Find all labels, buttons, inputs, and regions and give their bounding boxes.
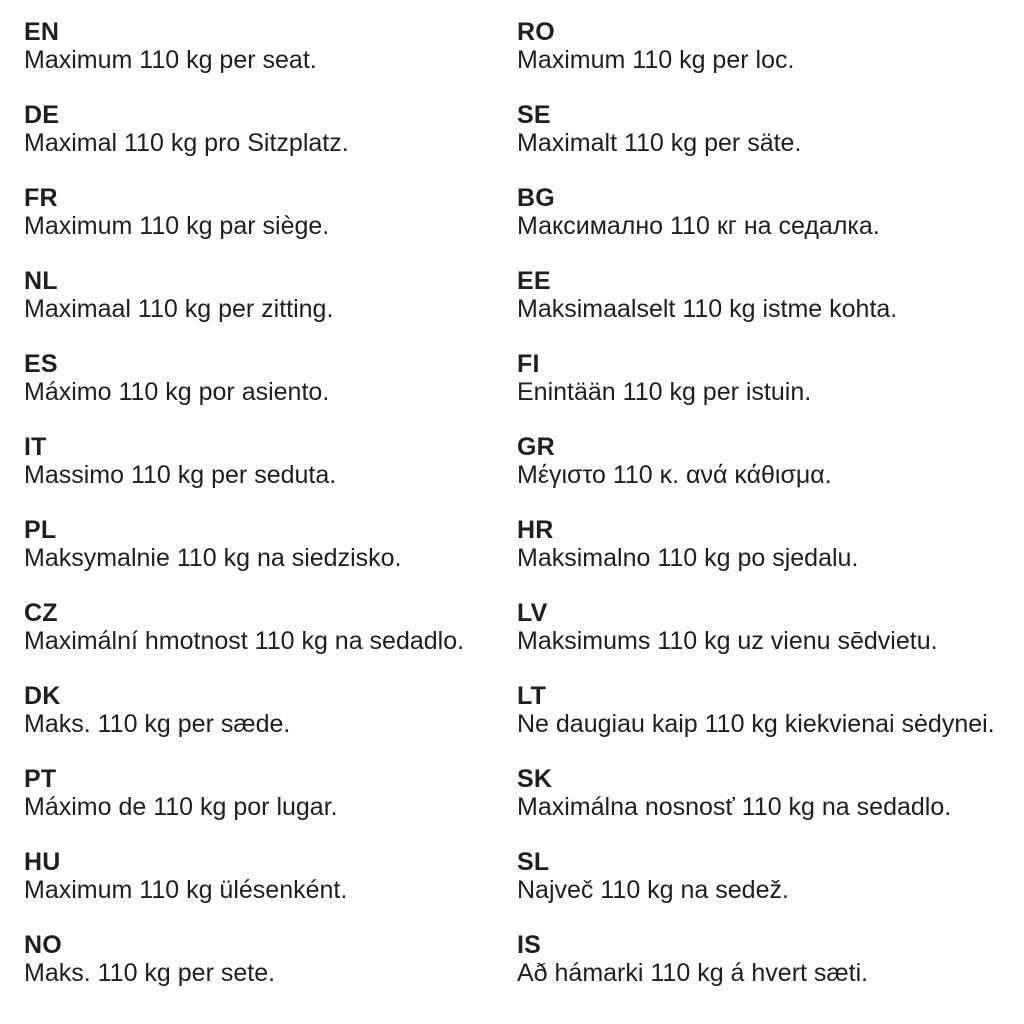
translation-text: Maximum 110 kg ülésenként. bbox=[24, 876, 348, 904]
translation-text: Maksymalnie 110 kg na siedzisko. bbox=[24, 544, 402, 572]
translation-text: Maximum 110 kg per seat. bbox=[24, 46, 317, 74]
language-entry-lv: LV Maksimums 110 kg uz vienu sēdvietu. bbox=[517, 599, 1024, 655]
language-entry-hu: HU Maximum 110 kg ülésenként. bbox=[24, 848, 517, 904]
language-entry-is: IS Að hámarki 110 kg á hvert sæti. bbox=[517, 931, 1024, 987]
translation-text: Maximální hmotnost 110 kg na sedadlo. bbox=[24, 627, 465, 655]
translation-text: Maksimalno 110 kg po sjedalu. bbox=[517, 544, 859, 572]
language-code: PT bbox=[24, 765, 57, 793]
translation-text: Að hámarki 110 kg á hvert sæti. bbox=[517, 959, 869, 987]
language-entry-nl: NL Maximaal 110 kg per zitting. bbox=[24, 267, 517, 323]
translation-text: Maximalt 110 kg per säte. bbox=[517, 129, 802, 157]
translation-text: Maximal 110 kg pro Sitzplatz. bbox=[24, 129, 349, 157]
language-code: GR bbox=[517, 433, 555, 461]
language-entry-bg: BG Максимално 110 кг на седалка. bbox=[517, 184, 1024, 240]
language-code: PL bbox=[24, 516, 57, 544]
language-code: RO bbox=[517, 18, 555, 46]
language-code: FI bbox=[517, 350, 540, 378]
language-entry-fi: FI Enintään 110 kg per istuin. bbox=[517, 350, 1024, 406]
language-entry-pt: PT Máximo de 110 kg por lugar. bbox=[24, 765, 517, 821]
language-code: ES bbox=[24, 350, 58, 378]
language-entry-fr: FR Maximum 110 kg par siège. bbox=[24, 184, 517, 240]
language-code: DK bbox=[24, 682, 61, 710]
language-code: HR bbox=[517, 516, 554, 544]
translation-text: Maksimaalselt 110 kg istme kohta. bbox=[517, 295, 898, 323]
translation-text: Massimo 110 kg per seduta. bbox=[24, 461, 337, 489]
translation-text: Enintään 110 kg per istuin. bbox=[517, 378, 812, 406]
language-entry-ro: RO Maximum 110 kg per loc. bbox=[517, 18, 1024, 74]
language-code: HU bbox=[24, 848, 61, 876]
translation-text: Največ 110 kg na sedež. bbox=[517, 876, 789, 904]
language-code: SE bbox=[517, 101, 551, 129]
language-code: LV bbox=[517, 599, 548, 627]
language-code: IT bbox=[24, 433, 47, 461]
language-entry-no: NO Maks. 110 kg per sete. bbox=[24, 931, 517, 987]
translation-text: Максимално 110 кг на седалка. bbox=[517, 212, 880, 240]
language-code: DE bbox=[24, 101, 60, 129]
right-column: RO Maximum 110 kg per loc. SE Maximalt 1… bbox=[517, 18, 1024, 1024]
language-code: IS bbox=[517, 931, 542, 959]
translation-text: Maximum 110 kg par siège. bbox=[24, 212, 330, 240]
translation-text: Maximaal 110 kg per zitting. bbox=[24, 295, 334, 323]
language-entry-it: IT Massimo 110 kg per seduta. bbox=[24, 433, 517, 489]
left-column: EN Maximum 110 kg per seat. DE Maximal 1… bbox=[24, 18, 517, 1024]
language-code: FR bbox=[24, 184, 58, 212]
translation-text: Máximo 110 kg por asiento. bbox=[24, 378, 330, 406]
language-entry-gr: GR Μέγιστο 110 κ. ανά κάθισμα. bbox=[517, 433, 1024, 489]
language-entry-hr: HR Maksimalno 110 kg po sjedalu. bbox=[517, 516, 1024, 572]
language-code: NL bbox=[24, 267, 58, 295]
language-entry-lt: LT Ne daugiau kaip 110 kg kiekvienai sėd… bbox=[517, 682, 1024, 738]
language-code: NO bbox=[24, 931, 62, 959]
translation-text: Máximo de 110 kg por lugar. bbox=[24, 793, 338, 821]
language-code: LT bbox=[517, 682, 547, 710]
translation-text: Μέγιστο 110 κ. ανά κάθισμα. bbox=[517, 461, 832, 489]
language-code: SL bbox=[517, 848, 550, 876]
language-code: CZ bbox=[24, 599, 58, 627]
language-entry-se: SE Maximalt 110 kg per säte. bbox=[517, 101, 1024, 157]
language-entry-dk: DK Maks. 110 kg per sæde. bbox=[24, 682, 517, 738]
language-entry-ee: EE Maksimaalselt 110 kg istme kohta. bbox=[517, 267, 1024, 323]
language-code: BG bbox=[517, 184, 555, 212]
language-code: SK bbox=[517, 765, 553, 793]
translation-text: Maks. 110 kg per sete. bbox=[24, 959, 276, 987]
language-entry-sl: SL Največ 110 kg na sedež. bbox=[517, 848, 1024, 904]
translation-text: Maksimums 110 kg uz vienu sēdvietu. bbox=[517, 627, 938, 655]
language-entry-de: DE Maximal 110 kg pro Sitzplatz. bbox=[24, 101, 517, 157]
translation-text: Maximálna nosnosť 110 kg na sedadlo. bbox=[517, 793, 952, 821]
language-entry-es: ES Máximo 110 kg por asiento. bbox=[24, 350, 517, 406]
translation-text: Maximum 110 kg per loc. bbox=[517, 46, 795, 74]
translation-text: Maks. 110 kg per sæde. bbox=[24, 710, 291, 738]
language-entry-cz: CZ Maximální hmotnost 110 kg na sedadlo. bbox=[24, 599, 517, 655]
language-entry-pl: PL Maksymalnie 110 kg na siedzisko. bbox=[24, 516, 517, 572]
translation-text: Ne daugiau kaip 110 kg kiekvienai sėdyne… bbox=[517, 710, 995, 738]
language-entry-sk: SK Maximálna nosnosť 110 kg na sedadlo. bbox=[517, 765, 1024, 821]
language-code: EE bbox=[517, 267, 551, 295]
language-code: EN bbox=[24, 18, 60, 46]
language-entry-en: EN Maximum 110 kg per seat. bbox=[24, 18, 517, 74]
